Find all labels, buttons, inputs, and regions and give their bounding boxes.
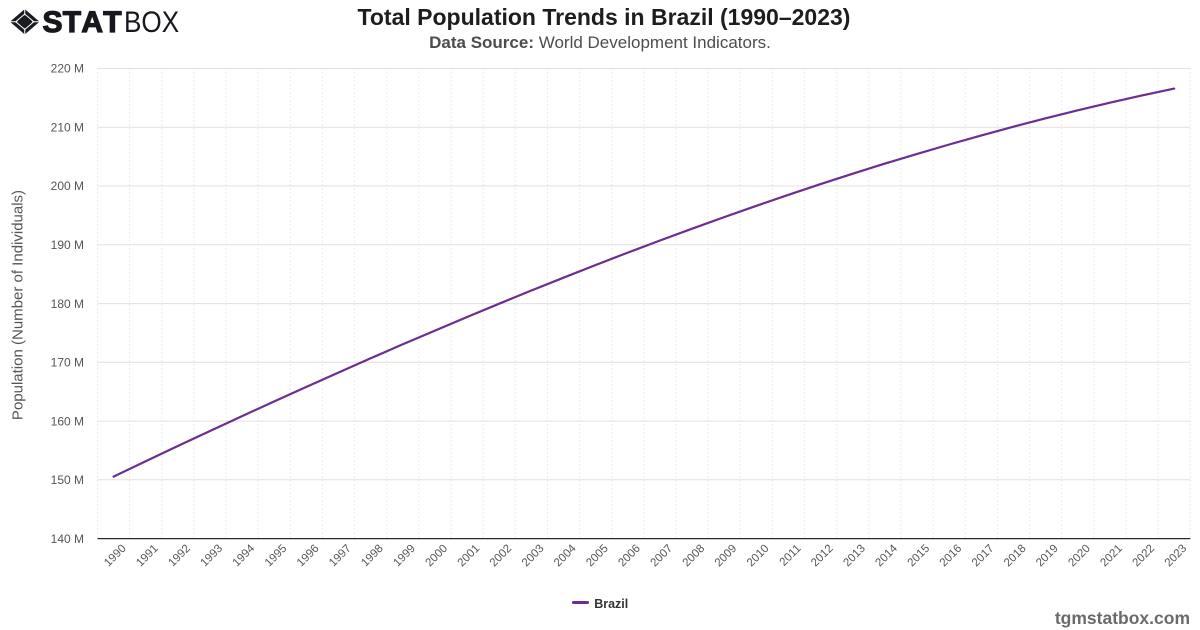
svg-text:170 M: 170 M <box>51 356 84 370</box>
svg-text:2001: 2001 <box>456 543 483 570</box>
svg-text:1996: 1996 <box>295 543 322 570</box>
svg-text:1992: 1992 <box>166 543 193 570</box>
svg-text:190 M: 190 M <box>51 238 84 252</box>
svg-text:2013: 2013 <box>841 543 868 570</box>
svg-text:2012: 2012 <box>809 543 836 570</box>
svg-text:180 M: 180 M <box>51 297 84 311</box>
svg-text:2016: 2016 <box>938 543 965 570</box>
svg-text:2017: 2017 <box>970 543 997 570</box>
svg-text:1991: 1991 <box>134 543 161 570</box>
svg-text:2009: 2009 <box>713 543 740 570</box>
svg-text:2008: 2008 <box>681 543 708 570</box>
svg-text:220 M: 220 M <box>51 62 84 76</box>
svg-text:2011: 2011 <box>778 543 804 569</box>
svg-text:2005: 2005 <box>584 543 611 570</box>
svg-text:1990: 1990 <box>102 543 129 570</box>
svg-text:2006: 2006 <box>616 543 643 570</box>
svg-text:2007: 2007 <box>649 543 676 570</box>
svg-text:2014: 2014 <box>873 542 900 569</box>
svg-text:Population (Number of Individu: Population (Number of Individuals) <box>10 190 27 420</box>
svg-text:2003: 2003 <box>520 543 547 570</box>
svg-text:1993: 1993 <box>199 543 226 570</box>
svg-text:200 M: 200 M <box>51 179 84 193</box>
svg-text:2000: 2000 <box>424 543 451 570</box>
svg-text:2015: 2015 <box>906 543 933 570</box>
svg-text:2004: 2004 <box>552 542 579 569</box>
svg-text:2018: 2018 <box>1002 543 1029 570</box>
svg-text:2010: 2010 <box>745 543 772 570</box>
svg-text:1997: 1997 <box>327 543 354 570</box>
svg-text:150 M: 150 M <box>51 473 84 487</box>
svg-text:2020: 2020 <box>1066 543 1093 570</box>
svg-text:210 M: 210 M <box>51 121 84 135</box>
svg-text:1998: 1998 <box>359 543 386 570</box>
svg-text:160 M: 160 M <box>51 414 84 428</box>
svg-text:2023: 2023 <box>1163 543 1190 570</box>
svg-text:2002: 2002 <box>488 543 515 570</box>
svg-text:1999: 1999 <box>391 543 418 570</box>
svg-text:2021: 2021 <box>1098 543 1125 570</box>
svg-text:2019: 2019 <box>1034 543 1061 570</box>
svg-text:1994: 1994 <box>231 542 258 569</box>
svg-text:1995: 1995 <box>263 543 290 570</box>
svg-text:2022: 2022 <box>1131 543 1158 570</box>
svg-text:140 M: 140 M <box>51 532 84 546</box>
